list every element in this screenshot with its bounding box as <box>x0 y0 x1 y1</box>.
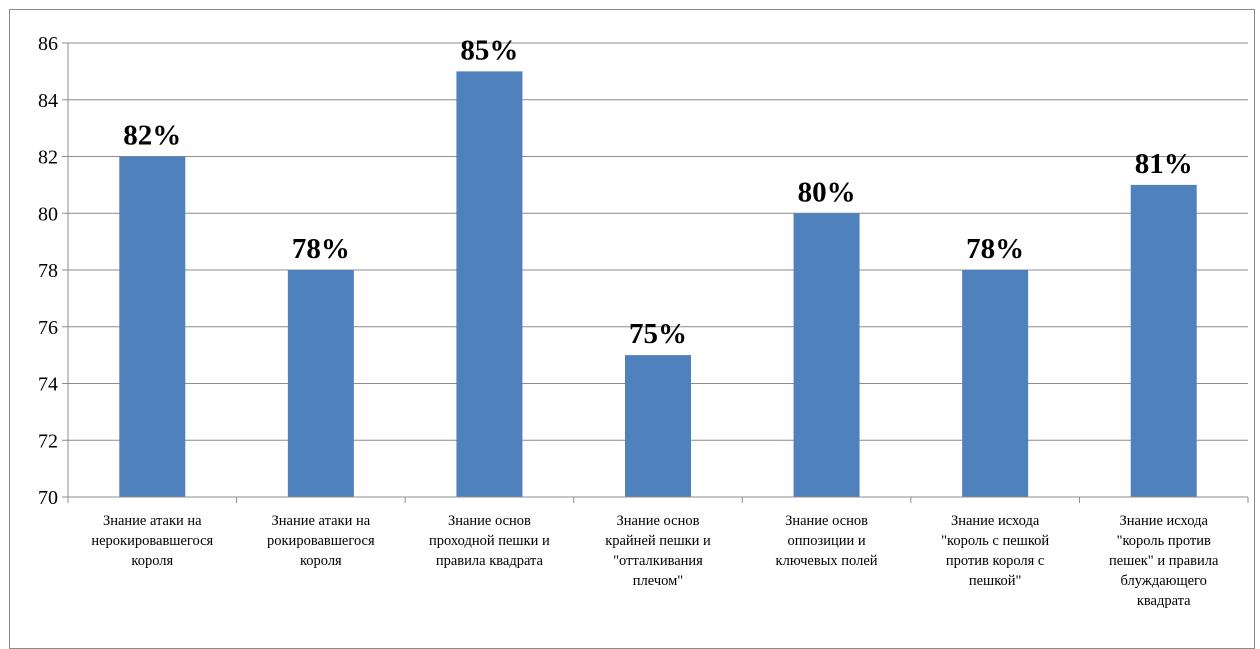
y-tick-label: 76 <box>38 317 58 339</box>
x-tick-label: Знание основ проходной пешки и правила к… <box>429 513 550 569</box>
data-label: 78% <box>966 233 1024 265</box>
data-label: 75% <box>629 318 687 350</box>
y-tick-label: 82 <box>38 147 58 169</box>
bar <box>1130 184 1197 497</box>
x-tick-label: Знание исхода "король с пешкой против ко… <box>941 513 1050 589</box>
bar <box>962 270 1029 497</box>
data-label: 81% <box>1135 148 1193 180</box>
y-tick-label: 84 <box>38 90 58 112</box>
bar <box>119 156 186 497</box>
x-tick-label: Знание исхода "король против пешек" и пр… <box>1108 513 1219 609</box>
bar <box>625 355 691 497</box>
y-tick-label: 74 <box>38 374 58 396</box>
chart-frame <box>9 9 1255 649</box>
y-tick-label: 78 <box>38 260 58 282</box>
y-tick-label: 80 <box>38 203 58 225</box>
x-tick-label: Знание атаки на нерокировавшегося короля <box>91 513 214 569</box>
data-label: 80% <box>798 176 856 208</box>
data-label: 82% <box>123 120 181 152</box>
data-label: 85% <box>460 34 518 66</box>
x-tick-label: Знание атаки на рокировавшегося короля <box>267 513 375 569</box>
y-tick-label: 72 <box>38 430 58 452</box>
y-tick-label: 86 <box>38 33 58 55</box>
y-tick-label: 70 <box>38 487 58 509</box>
bar <box>287 270 354 497</box>
bar <box>793 213 860 497</box>
bar <box>456 71 523 497</box>
x-tick-label: Знание основ крайней пешки и "отталкиван… <box>605 513 711 589</box>
bar-chart: 70 72 74 76 78 80 82 84 86 82% 78% 85% 75% 80% 78% 81% <box>38 33 1249 509</box>
data-label: 78% <box>292 233 350 265</box>
x-tick-label: Знание основ оппозиции и ключевых полей <box>775 513 878 569</box>
